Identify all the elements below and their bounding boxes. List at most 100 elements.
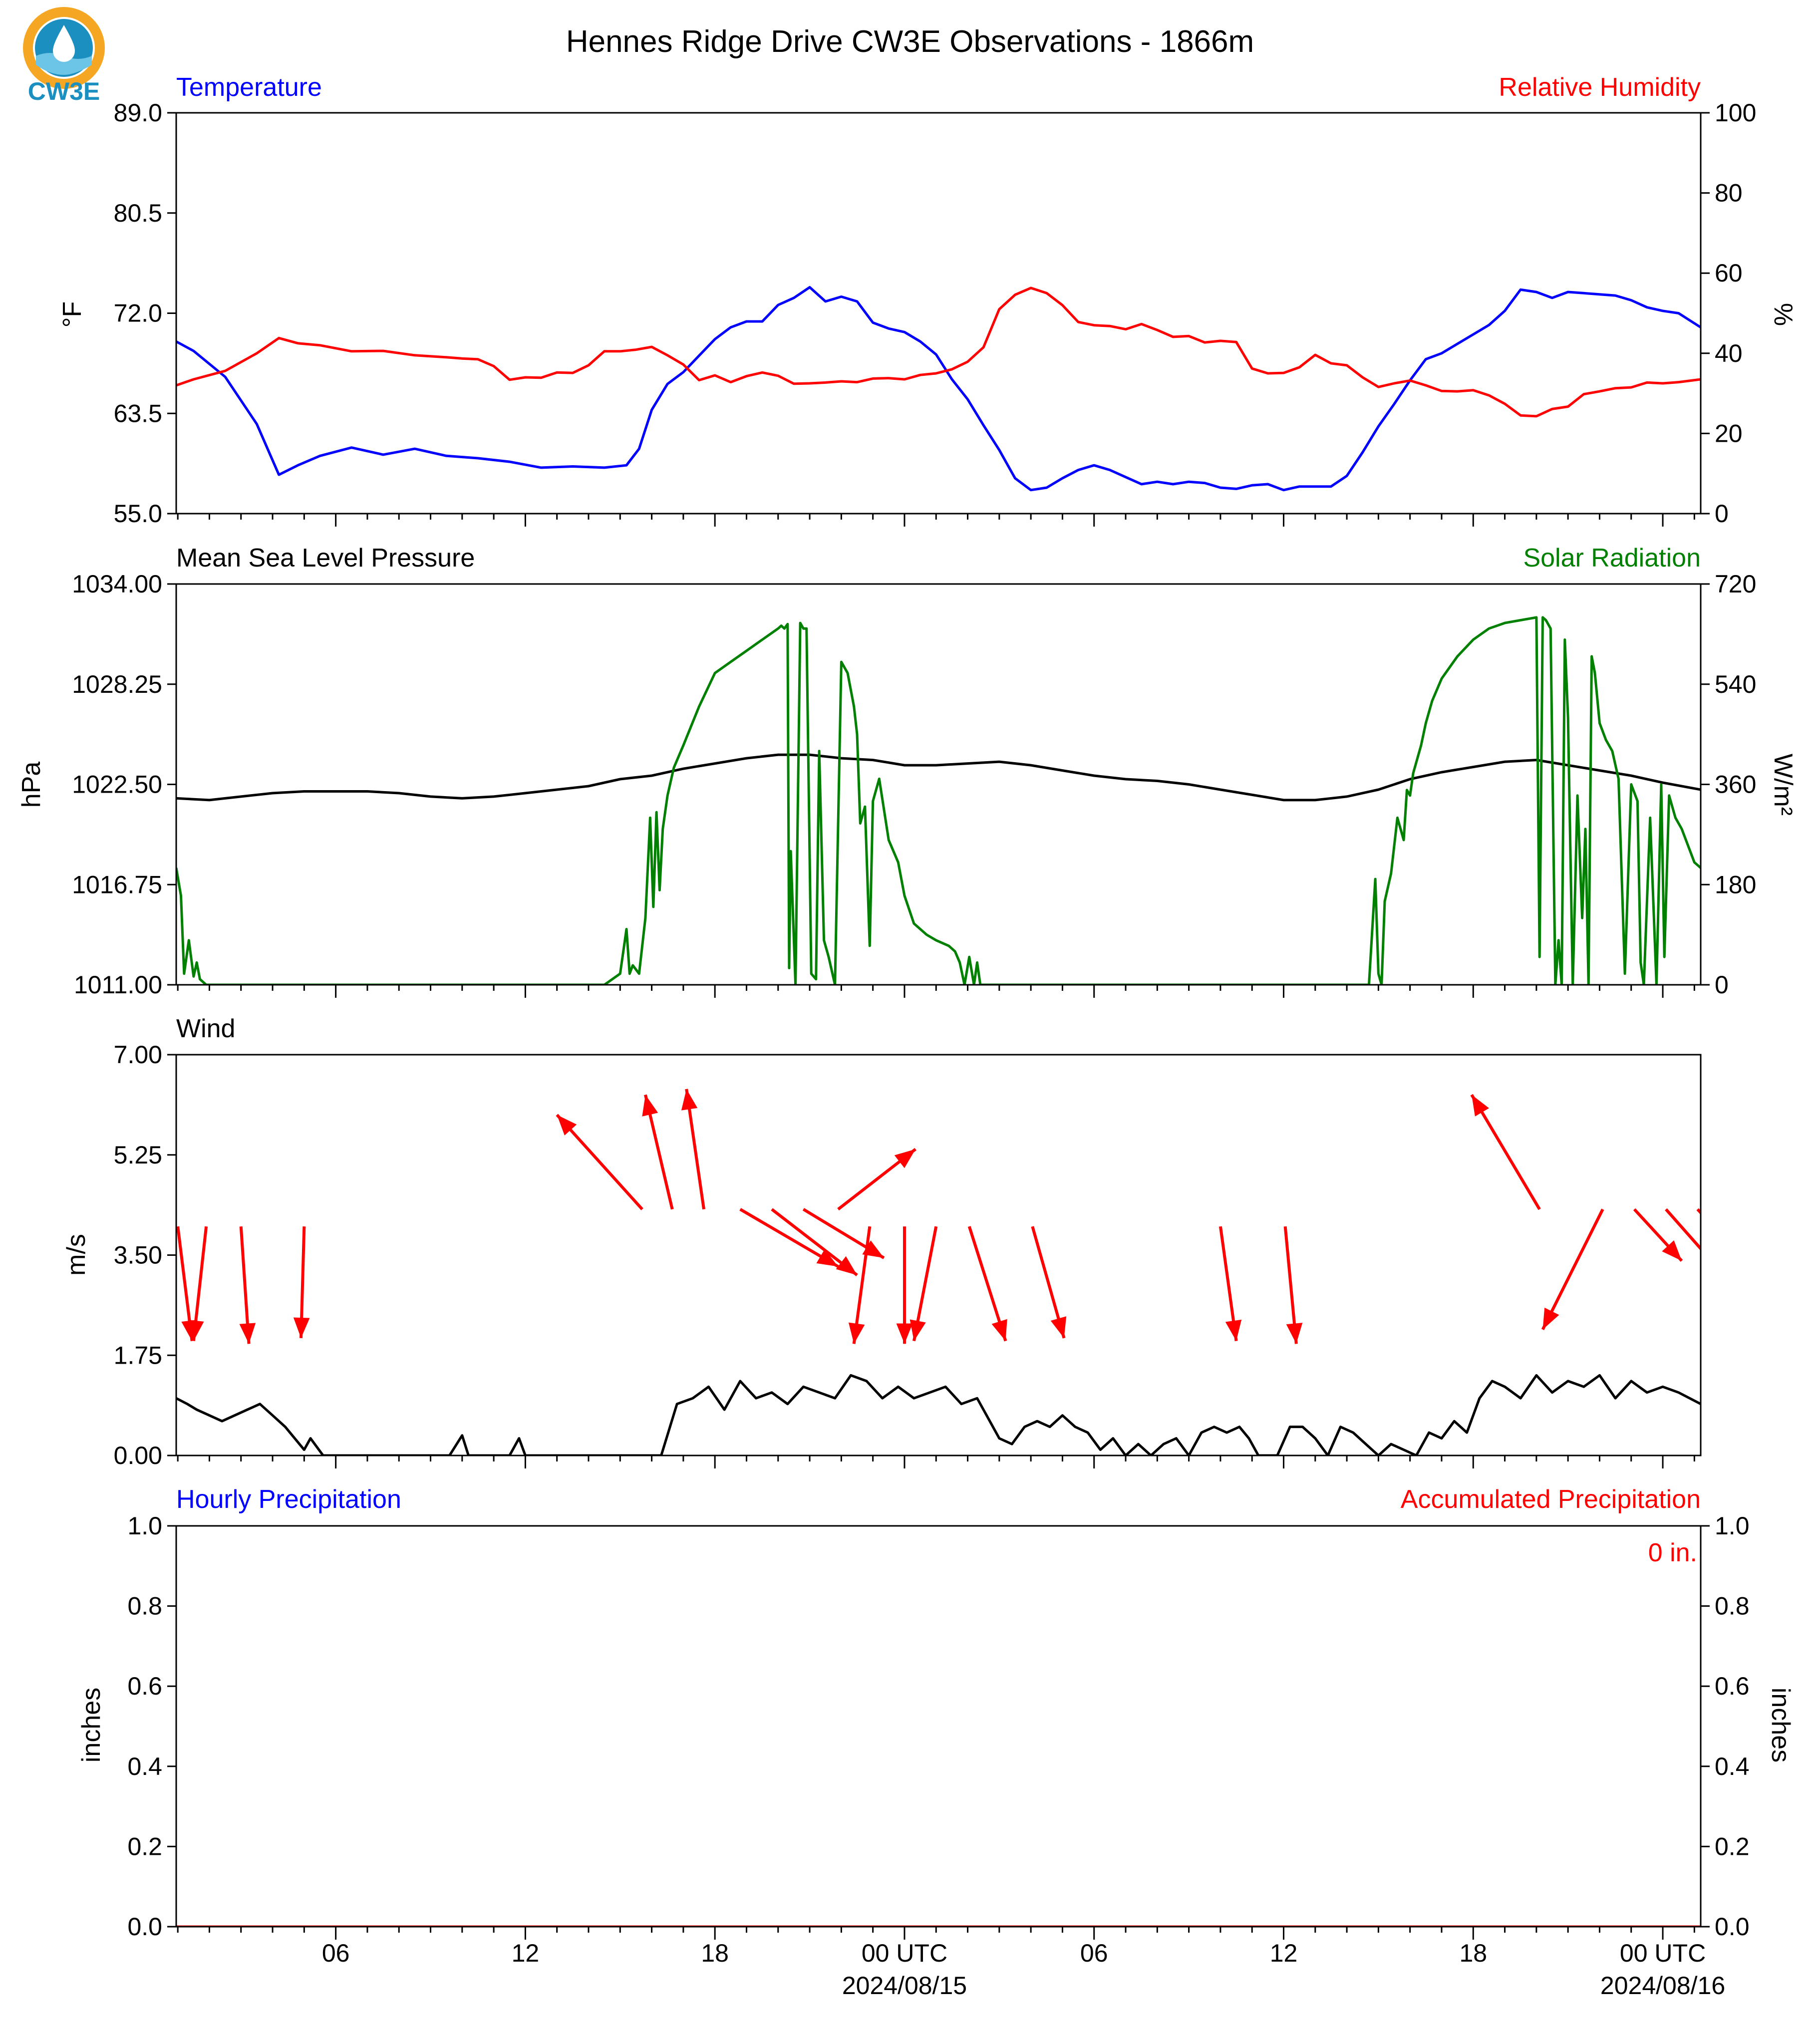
panel-temperature-humidity: Temperature Relative Humidity °F % 55.0 6… — [58, 73, 1798, 528]
left-tick-label: 55.0 — [114, 500, 162, 528]
left-tick-label: 0.00 — [114, 1442, 162, 1469]
wind-vector-head — [293, 1317, 310, 1338]
wind-vector-head — [991, 1319, 1007, 1341]
left-tick-label: 72.0 — [114, 299, 162, 327]
right-tick-label: 60 — [1715, 259, 1743, 287]
wind-vector-shaft — [1665, 1208, 1701, 1251]
wind-vector — [1633, 1208, 1683, 1262]
wind-vector-head — [862, 1240, 884, 1258]
wind-vector — [188, 1226, 208, 1341]
wind-title: Wind — [176, 1014, 235, 1043]
right-tick-label: 180 — [1715, 870, 1756, 898]
right-tick-label: 40 — [1715, 339, 1743, 367]
left-tick-label: 0.6 — [127, 1672, 162, 1700]
wind-vector-head — [1050, 1316, 1067, 1338]
left-tick-label: 1022.50 — [72, 771, 162, 799]
wind-vector — [739, 1208, 839, 1268]
wind-vector — [1702, 1209, 1761, 1301]
wind-vector — [1031, 1226, 1067, 1339]
left-tick-label: 3.50 — [114, 1241, 162, 1269]
panel-pressure-solar-frame — [175, 583, 1702, 986]
right-tick-label: 1.0 — [1715, 1512, 1750, 1540]
wind-vector — [896, 1226, 913, 1344]
humidity-title: Relative Humidity — [1499, 73, 1701, 102]
panel-wind-frame — [175, 1054, 1702, 1456]
wind-vector-head — [910, 1319, 926, 1341]
wind-vector — [556, 1114, 643, 1210]
left-tick-label: 7.00 — [114, 1041, 162, 1069]
x-tick-label: 12 — [1270, 1939, 1298, 1967]
wind-vector-head — [1472, 1095, 1489, 1117]
left-tick-label: 1028.25 — [72, 670, 162, 698]
wind-vector-shaft — [1702, 1209, 1761, 1301]
left-tick-label: 0.4 — [127, 1752, 162, 1780]
wind-vector-shaft — [556, 1114, 643, 1210]
right-tick-label: 540 — [1715, 670, 1756, 698]
wind-vector — [239, 1226, 256, 1344]
right-tick-label: 80 — [1715, 179, 1743, 207]
precip-right-axis-label: inches — [1766, 1688, 1795, 1762]
wind-vector — [837, 1148, 916, 1211]
wind-vector — [1665, 1208, 1742, 1295]
wind-vector — [771, 1208, 858, 1277]
panel-temperature-humidity-plot — [176, 286, 1701, 492]
wind-vector-head — [642, 1095, 658, 1117]
pressure-axis-label: hPa — [17, 762, 46, 808]
wind-vector-head — [681, 1089, 698, 1111]
right-tick-label: 0.0 — [1715, 1913, 1750, 1941]
wind-vector — [967, 1226, 1007, 1342]
wind-vector — [848, 1226, 872, 1344]
left-tick-label: 1.75 — [114, 1341, 162, 1369]
wind-vector-shaft — [1541, 1208, 1604, 1330]
left-tick-label: 1034.00 — [72, 570, 162, 598]
left-tick-label: 80.5 — [114, 199, 162, 227]
date-label-1: 2024/08/15 — [842, 1972, 967, 2000]
wind-vector — [802, 1208, 885, 1259]
left-tick-label: 0.0 — [127, 1913, 162, 1941]
x-tick-label: 18 — [1459, 1939, 1487, 1967]
left-tick-label: 1011.00 — [74, 971, 162, 999]
series-mean-sea-level-pressure — [176, 753, 1701, 802]
series-wind — [176, 1374, 1701, 1455]
logo-ring — [23, 7, 105, 89]
logo-text: CW3E — [28, 77, 100, 105]
wind-vector — [1696, 1208, 1767, 1284]
solar-title: Solar Radiation — [1523, 544, 1701, 573]
wind-vector — [1470, 1094, 1541, 1210]
series-relative-humidity — [176, 287, 1701, 418]
x-tick-label: 00 UTC — [1620, 1939, 1706, 1967]
wind-vector — [681, 1089, 706, 1210]
wind-vector-head — [1747, 1263, 1767, 1284]
humidity-axis-label: % — [1769, 303, 1798, 326]
right-tick-label: 360 — [1715, 771, 1756, 799]
wind-vector-shaft — [1696, 1208, 1701, 1215]
right-tick-label: 720 — [1715, 570, 1756, 598]
wind-vector-head — [1286, 1323, 1303, 1344]
wind-vector — [1283, 1226, 1303, 1344]
wind-vector — [642, 1094, 674, 1210]
left-tick-label: 5.25 — [114, 1141, 162, 1169]
panel-wind-plot — [176, 1089, 1767, 1455]
panel-pressure-solar-plot — [176, 616, 1701, 985]
panel-precipitation: Hourly Precipitation Accumulated Precipi… — [77, 1485, 1795, 1941]
left-tick-label: 89.0 — [114, 99, 162, 127]
x-tick-label: 06 — [1080, 1939, 1108, 1967]
wind-vector-head — [557, 1115, 577, 1136]
logo-wave — [36, 53, 92, 75]
left-tick-label: 0.8 — [127, 1592, 162, 1620]
figure-title: Hennes Ridge Drive CW3E Observations - 1… — [566, 24, 1254, 59]
panel-pressure-solar: Mean Sea Level Pressure Solar Radiation … — [17, 544, 1798, 999]
time-axis: 2024/08/15 2024/08/16 06 12 18 00 UTC 06 12 18… — [322, 1939, 1725, 2000]
precip-left-axis-label: inches — [77, 1688, 106, 1762]
solar-axis-label: W/m² — [1769, 754, 1798, 816]
panel-wind-ticks: 0.00 1.75 3.50 5.25 7.00 — [114, 1041, 1695, 1469]
wind-vector-head — [1542, 1307, 1559, 1330]
right-tick-label: 20 — [1715, 419, 1743, 447]
right-tick-label: 0.2 — [1715, 1832, 1750, 1860]
x-tick-label: 12 — [512, 1939, 540, 1967]
wind-vector — [1218, 1226, 1242, 1341]
wind-vector-head — [1722, 1274, 1742, 1295]
series-solar-radiation — [176, 616, 1701, 985]
panel-temperature-humidity-ticks: 55.0 63.5 72.0 80.5 89.0 0 20 40 60 80 100 — [114, 99, 1757, 528]
